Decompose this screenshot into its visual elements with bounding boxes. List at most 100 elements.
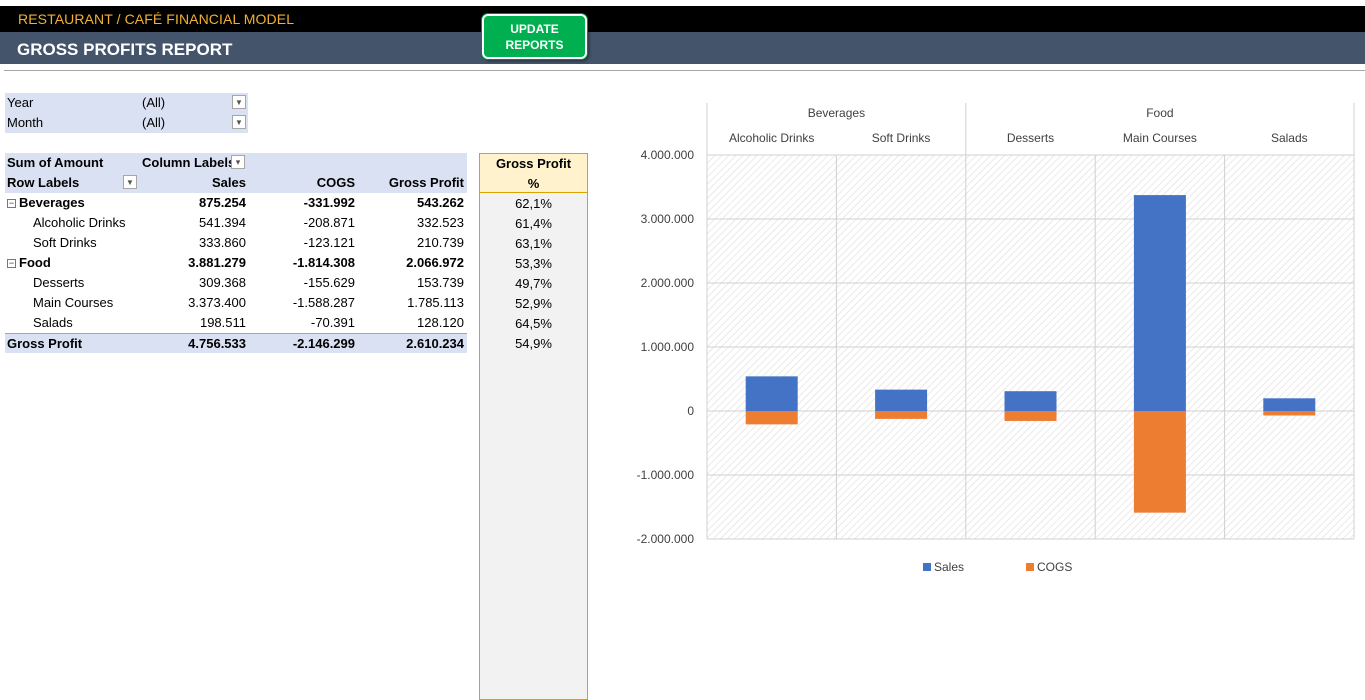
cell-sales: 3.881.279 [188,255,246,270]
row-labels: Row Labels [7,175,80,190]
bar-cogs [1263,411,1316,416]
cell-sales: 198.511 [199,315,246,330]
gross-profit-percent-column: Gross Profit % 62,1% 61,4% 63,1% 53,3% 4… [479,153,588,700]
row-label: Food [19,255,51,270]
row-label: Alcoholic Drinks [33,215,126,230]
cell-gross-profit: 2.610.234 [406,336,464,351]
cell-sales: 875.254 [199,195,246,210]
bar-cogs [875,411,928,419]
legend-swatch [923,563,931,571]
table-row: Salads 198.511 -70.391 128.120 [5,313,467,333]
update-button-line2: REPORTS [505,38,564,52]
row-label: Desserts [33,275,85,290]
pivot-columns-row: Row Labels ▼ Sales COGS Gross Profit [5,173,467,193]
dropdown-arrow-icon[interactable]: ▼ [123,175,137,189]
y-tick-label: 2.000.000 [641,276,695,290]
bar-cogs [1133,411,1186,513]
row-label: Beverages [19,195,85,210]
group-label: Food [1146,106,1173,120]
column-header-gross-profit: Gross Profit [388,175,464,190]
y-tick-label: 3.000.000 [641,212,695,226]
app-title: RESTAURANT / CAFÉ FINANCIAL MODEL [18,11,295,27]
gp-percent-cell: 54,9% [515,336,552,351]
title-bar: RESTAURANT / CAFÉ FINANCIAL MODEL [0,6,1365,32]
cell-cogs: -70.391 [310,315,355,330]
bar-cogs [745,411,798,425]
gp-percent-cell: 64,5% [515,316,552,331]
gp-percent-cell: 49,7% [515,276,552,291]
table-row: − Beverages 875.254 -331.992 543.262 [5,193,467,213]
collapse-icon[interactable]: − [7,258,16,268]
filter-value: (All) [142,95,166,110]
legend-label: COGS [1037,560,1072,574]
cell-sales: 309.368 [199,275,246,290]
category-label: Salads [1271,131,1308,145]
dropdown-arrow-icon[interactable]: ▼ [232,95,246,109]
y-tick-label: 1.000.000 [641,340,695,354]
gp-percent-header-line2: % [527,176,540,191]
divider [4,70,1365,71]
row-label: Main Courses [33,295,114,310]
group-label: Beverages [808,106,865,120]
gp-percent-cell: 52,9% [515,296,552,311]
cell-gross-profit: 1.785.113 [407,295,464,310]
cell-gross-profit: 2.066.972 [406,255,464,270]
pivot-header-row: Sum of Amount Column Labels ▾ [5,153,467,173]
column-labels: Column Labels [142,155,236,170]
cell-gross-profit: 332.523 [417,215,464,230]
gp-percent-cell: 61,4% [515,216,552,231]
y-tick-label: -1.000.000 [637,468,695,482]
filter-value: (All) [142,115,166,130]
cell-cogs: -155.629 [303,275,355,290]
bar-sales [745,376,798,411]
cell-sales: 3.373.400 [188,295,246,310]
bar-sales [1263,398,1316,411]
update-reports-button[interactable]: UPDATE REPORTS [482,14,587,59]
column-header-sales: Sales [212,175,246,190]
pivot-corner-label: Sum of Amount [7,155,104,170]
category-label: Soft Drinks [872,131,931,145]
grand-total-row: Gross Profit 4.756.533 -2.146.299 2.610.… [5,333,467,353]
filter-funnel-icon[interactable]: ▾ [231,155,245,169]
y-tick-label: 0 [687,404,694,418]
gp-percent-cell: 53,3% [515,256,552,271]
category-label: Desserts [1007,131,1054,145]
legend-swatch [1026,563,1034,571]
gp-percent-cell: 63,1% [515,236,552,251]
cell-gross-profit: 543.262 [417,195,464,210]
cell-cogs: -2.146.299 [292,336,355,351]
filter-label: Month [7,115,44,130]
dropdown-arrow-icon[interactable]: ▼ [232,115,246,129]
report-title: GROSS PROFITS REPORT [17,40,233,59]
y-tick-label: -2.000.000 [637,532,695,546]
cell-sales: 4.756.533 [188,336,246,351]
bar-sales [1133,195,1186,411]
table-row: Desserts 309.368 -155.629 153.739 [5,273,467,293]
y-tick-label: 4.000.000 [641,148,695,162]
column-header-cogs: COGS [316,175,355,190]
cell-gross-profit: 128.120 [417,315,464,330]
row-label: Salads [33,315,73,330]
cell-cogs: -1.814.308 [292,255,355,270]
cell-cogs: -331.992 [303,195,355,210]
report-header: GROSS PROFITS REPORT [0,32,1365,64]
filter-label: Year [7,95,34,110]
cell-cogs: -123.121 [303,235,355,250]
collapse-icon[interactable]: − [7,198,16,208]
category-label: Main Courses [1123,131,1197,145]
report-filters: Year (All) ▼ Month (All) ▼ [5,93,248,133]
table-row: Alcoholic Drinks 541.394 -208.871 332.52… [5,213,467,233]
cell-sales: 541.394 [199,215,246,230]
pivot-table: Sum of Amount Column Labels ▾ Row Labels… [5,153,467,353]
bar-sales [1004,391,1057,411]
table-row: − Food 3.881.279 -1.814.308 2.066.972 [5,253,467,273]
category-label: Alcoholic Drinks [729,131,814,145]
cell-gross-profit: 153.739 [417,275,464,290]
gp-percent-header: Gross Profit % [480,154,587,193]
cell-cogs: -208.871 [303,215,355,230]
gp-percent-header-line1: Gross Profit [495,156,572,171]
gp-percent-cell: 62,1% [515,196,552,211]
cell-sales: 333.860 [199,235,246,250]
table-row: Main Courses 3.373.400 -1.588.287 1.785.… [5,293,467,313]
